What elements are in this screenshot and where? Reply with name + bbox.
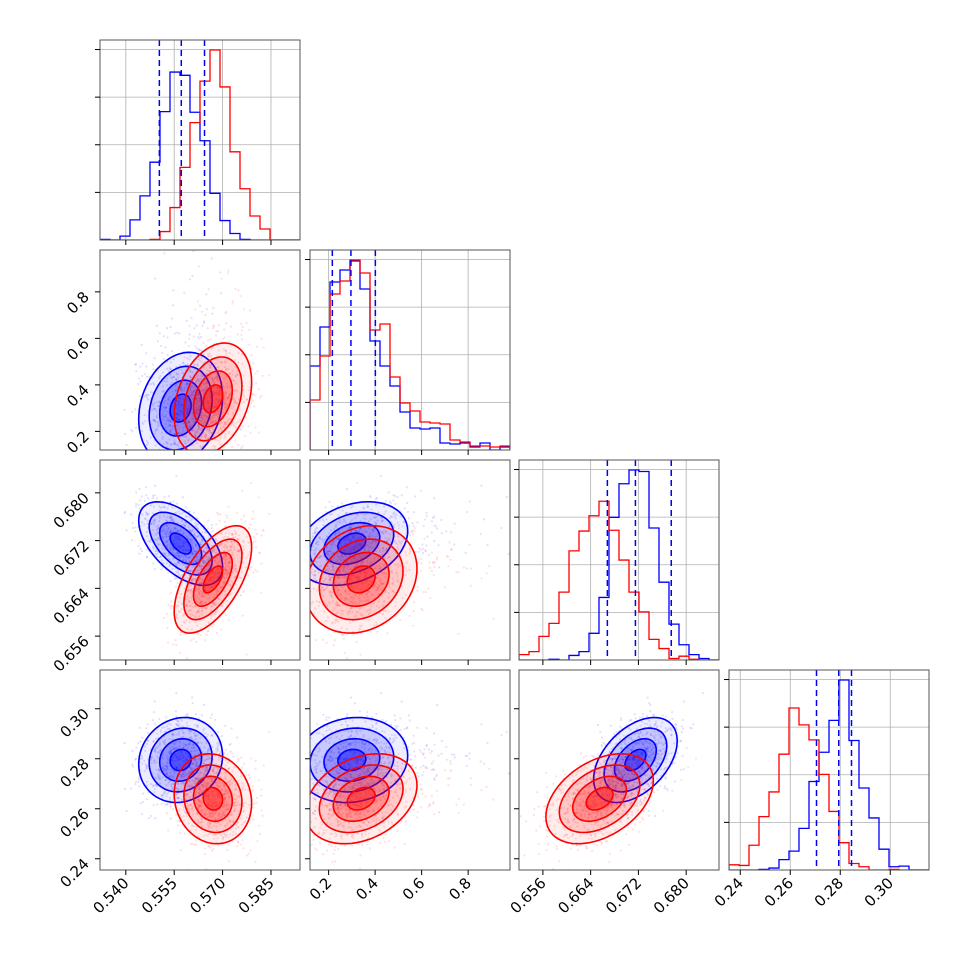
contour-series-0-level-1: [148, 511, 213, 576]
y-tick-label: 0.4: [63, 381, 93, 411]
panel-2-1: [305, 459, 511, 665]
contour-series-1-level-0: [545, 753, 655, 845]
contour-series-1-level-3: [346, 565, 376, 594]
contour-series-1-level-1: [183, 356, 243, 442]
contour-series-0-level-0: [592, 716, 679, 804]
contour-series-1-level-2: [192, 551, 234, 608]
contour-series-0-level-3: [337, 748, 367, 772]
contour-series-1-level-0: [173, 524, 253, 634]
panel-1-1: [305, 249, 511, 455]
y-tick-label: 0.2: [63, 427, 93, 457]
contour-series-0-level-3: [169, 532, 192, 555]
x-tick-label: 0.540: [90, 874, 133, 917]
contour-series-1-level-1: [318, 764, 404, 834]
histogram-series-1: [729, 707, 929, 870]
y-tick-label: 0.672: [50, 537, 93, 580]
contour-series-1-level-1: [183, 538, 243, 621]
contour-series-1-level-0: [310, 753, 418, 845]
y-tick-label: 0.680: [50, 489, 93, 532]
y-tick-label: 0.26: [56, 805, 92, 841]
panel-3-2: 0.656 0.664 0.672 0.680: [507, 669, 720, 917]
x-tick-label: 0.656: [507, 874, 550, 917]
y-tick-label: 0.30: [56, 705, 92, 741]
x-tick-label: 0.555: [138, 874, 181, 917]
x-tick-label: 0.26: [761, 874, 797, 910]
contour-series-0-level-2: [158, 521, 203, 566]
contour-series-0-level-1: [603, 727, 668, 793]
contour-series-0-level-3: [169, 748, 192, 772]
contour-series-1-level-0: [173, 342, 253, 450]
x-tick-label: 0.672: [602, 874, 645, 917]
x-tick-label: 0.570: [186, 874, 229, 917]
x-tick-label: 0.6: [399, 874, 429, 904]
contour-series-0-level-2: [158, 738, 203, 782]
contour-series-1-level-2: [571, 775, 628, 822]
contour-series-1-level-2: [332, 551, 390, 608]
histogram-series-0: [100, 71, 300, 240]
contour-series-1-level-2: [332, 775, 390, 822]
panel-2-2: [514, 459, 720, 665]
x-tick-label: 0.30: [861, 874, 897, 910]
y-tick-label: 0.28: [56, 755, 92, 791]
y-tick-label: 0.6: [63, 334, 93, 364]
contour-series-1-level-3: [202, 565, 224, 594]
contour-series-0-level-2: [613, 738, 658, 782]
x-tick-label: 0.680: [650, 874, 693, 917]
histogram-series-1: [310, 259, 510, 450]
histogram-series-0: [519, 469, 719, 660]
y-tick-label: 0.664: [50, 584, 93, 627]
contour-series-1-level-3: [202, 384, 224, 414]
contour-series-1-level-1: [318, 538, 404, 621]
contour-series-0-level-0: [137, 500, 224, 587]
x-tick-label: 0.4: [352, 874, 382, 904]
y-tick-label: 0.656: [50, 632, 93, 675]
histogram-series-0: [729, 679, 929, 870]
x-tick-label: 0.664: [554, 874, 597, 917]
contour-series-1-level-3: [346, 786, 376, 811]
panel-3-0: 0.540 0.555 0.570 0.585 0.24 0.26 0.28 0.30: [56, 669, 301, 917]
contour-series-1-level-3: [585, 786, 614, 811]
x-tick-label: 0.2: [306, 874, 336, 904]
contour-series-1-level-2: [192, 370, 234, 428]
panel-3-1: 0.2 0.4 0.6 0.8: [305, 669, 511, 904]
contour-series-1-level-3: [202, 786, 224, 811]
contour-series-1-level-2: [192, 775, 234, 822]
y-tick-label: 0.24: [56, 855, 92, 891]
x-tick-label: 0.24: [711, 874, 747, 910]
x-tick-label: 0.28: [811, 874, 847, 910]
contour-series-0-level-0: [310, 501, 409, 587]
panel-0-0: [95, 39, 301, 245]
panel-3-3: 0.24 0.26 0.28 0.30: [711, 669, 930, 910]
x-tick-label: 0.8: [445, 874, 475, 904]
x-tick-label: 0.585: [235, 874, 278, 917]
contour-series-1-level-1: [558, 764, 641, 834]
histogram-series-1: [519, 500, 719, 660]
y-tick-label: 0.8: [63, 288, 93, 318]
